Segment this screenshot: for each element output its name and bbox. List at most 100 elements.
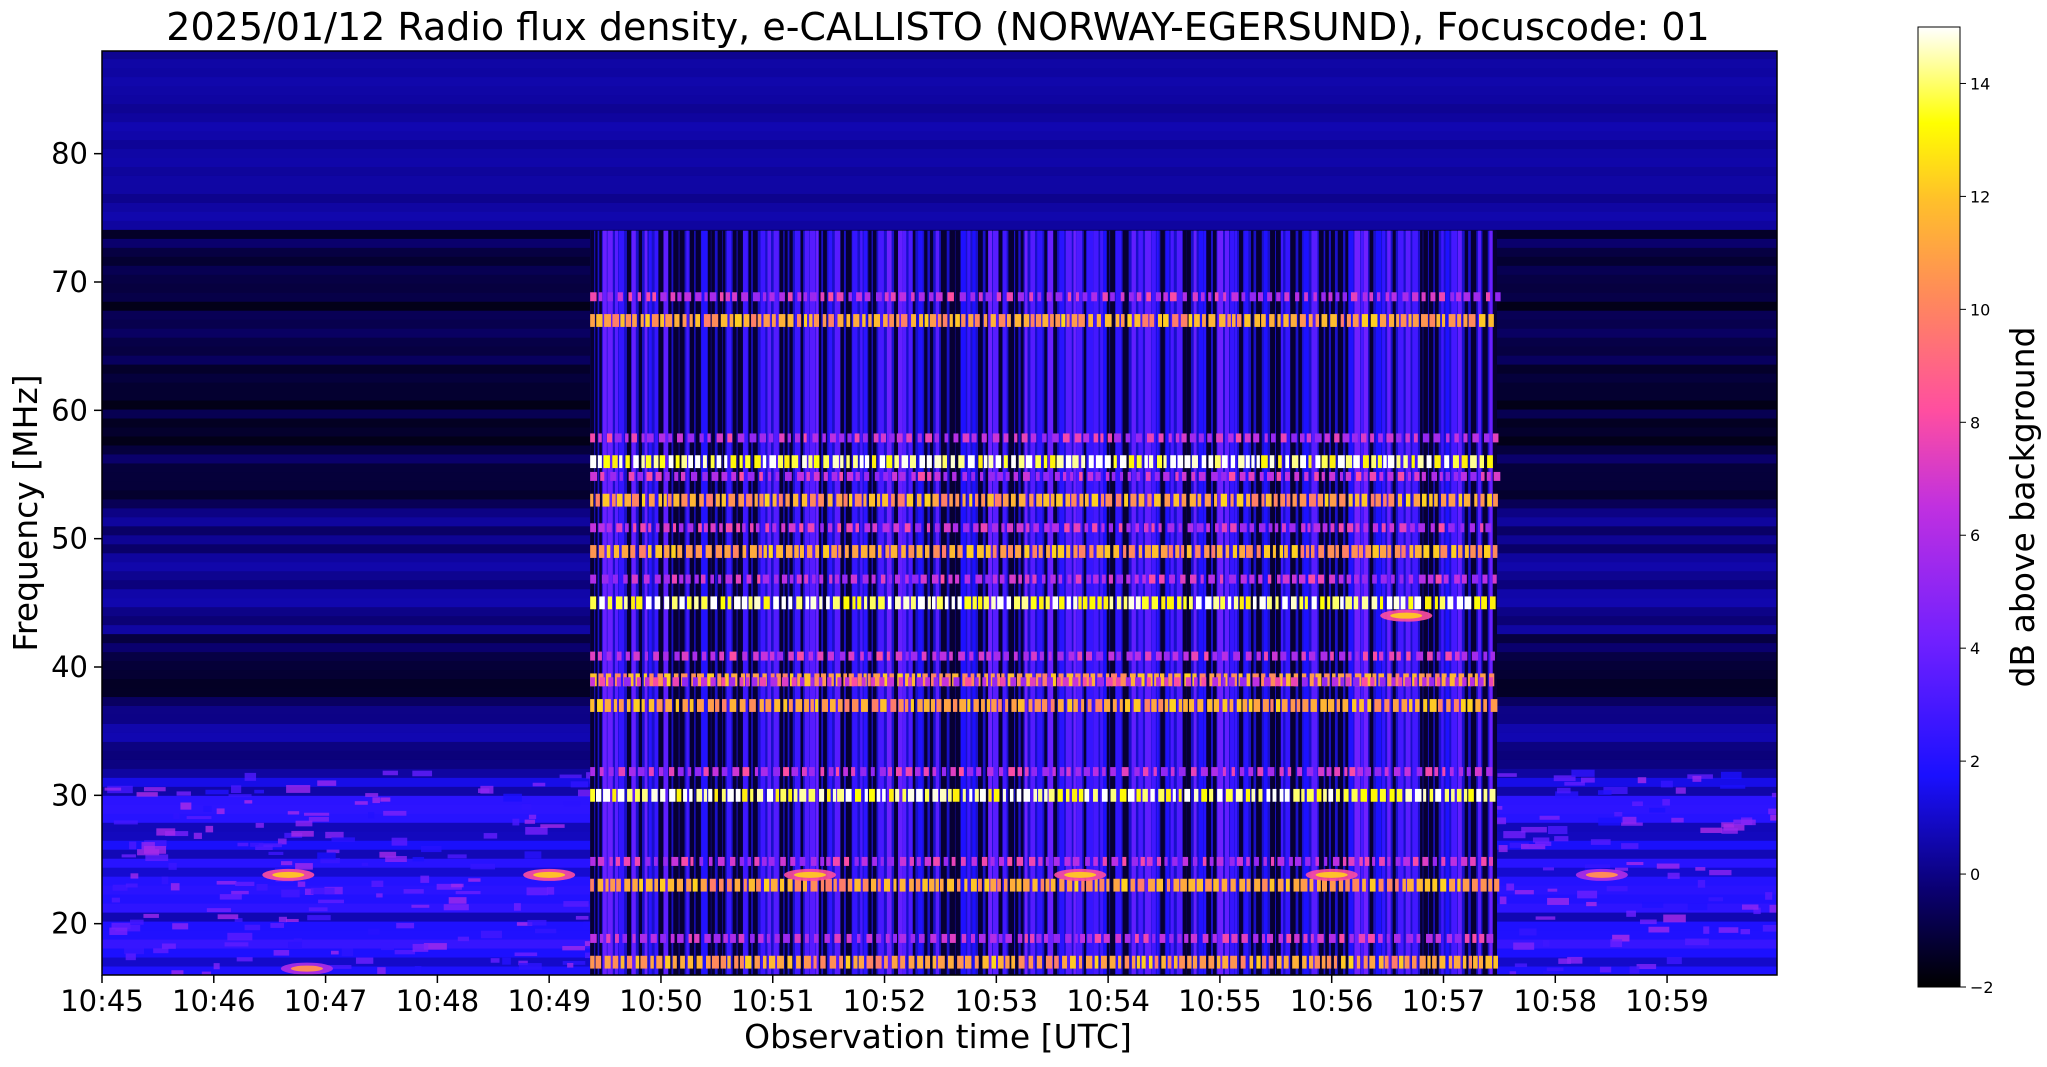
band-segment	[997, 471, 1003, 481]
band-segment	[1152, 933, 1156, 943]
band-segment	[1318, 767, 1325, 777]
band-segment	[658, 767, 664, 777]
band-segment	[1414, 545, 1422, 558]
band-segment	[1463, 788, 1468, 802]
band-segment	[1222, 677, 1226, 687]
band-segment	[934, 455, 942, 469]
band-segment	[600, 471, 605, 481]
noise-patch	[1632, 801, 1643, 807]
band-segment	[1395, 878, 1399, 892]
band-segment	[703, 314, 711, 327]
band-segment	[689, 699, 694, 712]
band-segment	[852, 545, 859, 558]
band-segment	[732, 292, 737, 302]
band-segment	[1299, 314, 1306, 327]
band-segment	[636, 596, 643, 610]
band-segment	[716, 433, 723, 443]
band-segment	[663, 523, 670, 533]
band-segment	[1464, 596, 1472, 610]
band-segment	[1261, 455, 1268, 469]
block-stripe	[828, 230, 833, 975]
band-segment	[819, 788, 825, 802]
band-segment	[823, 455, 830, 469]
band-segment	[1329, 471, 1336, 481]
band-segment	[940, 788, 947, 802]
band-segment	[917, 433, 922, 443]
band-segment	[1079, 493, 1084, 507]
noise-patch	[514, 952, 538, 957]
band-segment	[1217, 788, 1223, 802]
band-segment	[1410, 523, 1415, 533]
band-segment	[1005, 955, 1010, 969]
band-segment	[1001, 523, 1005, 533]
band-segment	[703, 767, 709, 777]
band-segment	[1448, 314, 1456, 327]
band-segment	[964, 596, 972, 610]
noise-patch	[1498, 845, 1508, 853]
band-segment	[1400, 596, 1406, 610]
band-segment	[807, 523, 815, 533]
band-segment	[851, 699, 859, 712]
band-segment	[1413, 433, 1418, 443]
band-segment	[1097, 677, 1105, 687]
band-segment	[847, 878, 853, 892]
band-segment	[1279, 673, 1283, 687]
background-band	[102, 139, 1777, 150]
band-segment	[1361, 493, 1368, 507]
band-segment	[924, 493, 931, 507]
noise-patch	[1521, 826, 1547, 833]
band-segment	[654, 878, 659, 892]
band-segment	[920, 574, 927, 584]
band-segment	[1315, 314, 1320, 327]
band-segment	[1213, 596, 1219, 610]
band-segment	[1396, 455, 1401, 469]
band-segment	[654, 596, 661, 610]
band-segment	[883, 471, 889, 481]
band-segment	[1045, 878, 1050, 892]
band-segment	[1448, 493, 1456, 507]
band-segment	[957, 596, 962, 610]
band-segment	[1461, 455, 1468, 469]
band-segment	[1361, 314, 1368, 327]
band-segment	[981, 856, 988, 866]
noise-patch	[503, 793, 522, 802]
band-segment	[732, 545, 739, 558]
band-segment	[721, 767, 728, 777]
band-segment	[899, 292, 907, 302]
band-segment	[1423, 545, 1430, 558]
noise-patch	[1564, 781, 1585, 786]
band-segment	[1058, 574, 1063, 584]
band-segment	[640, 955, 648, 969]
noise-patch	[256, 883, 268, 891]
band-segment	[1302, 955, 1307, 969]
band-segment	[1065, 493, 1071, 507]
band-segment	[1322, 523, 1328, 533]
band-segment	[1192, 292, 1198, 302]
band-segment	[1316, 788, 1322, 802]
band-segment	[858, 955, 865, 969]
band-segment	[1121, 878, 1128, 892]
band-segment	[762, 955, 767, 969]
band-segment	[1317, 493, 1324, 507]
noise-patch	[281, 889, 300, 898]
band-segment	[625, 651, 630, 661]
noise-patch	[379, 851, 397, 858]
band-segment	[590, 933, 597, 943]
noise-patch	[1547, 897, 1570, 905]
band-segment	[663, 856, 668, 866]
band-segment	[1088, 314, 1094, 327]
band-segment	[1488, 677, 1494, 687]
band-segment	[729, 651, 737, 661]
band-segment	[689, 493, 696, 507]
noise-patch	[516, 922, 533, 926]
band-segment	[1463, 433, 1468, 443]
band-segment	[933, 856, 940, 866]
band-segment	[664, 574, 670, 584]
band-segment	[893, 878, 897, 892]
noise-patch	[286, 918, 299, 923]
band-segment	[855, 523, 859, 533]
band-segment	[1103, 596, 1109, 610]
band-segment	[925, 433, 933, 443]
band-segment	[1340, 596, 1344, 610]
